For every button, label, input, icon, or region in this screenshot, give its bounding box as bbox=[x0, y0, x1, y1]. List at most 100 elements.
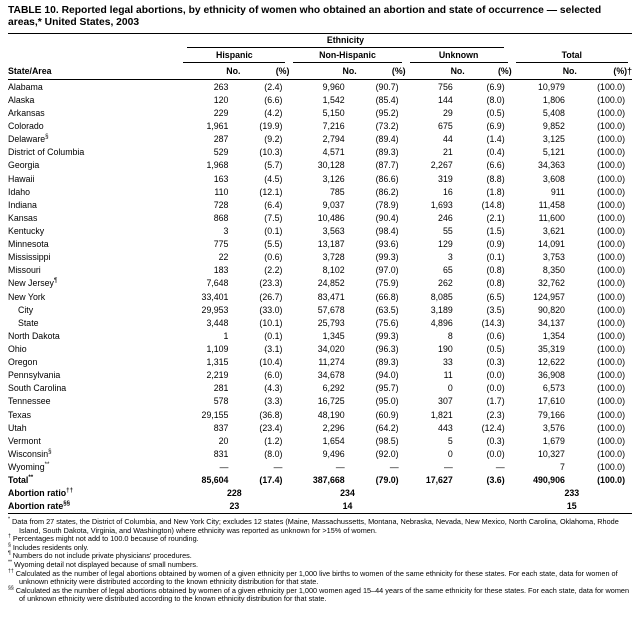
count-cell: 1,806 bbox=[542, 94, 565, 105]
state-area-label: Texas bbox=[8, 409, 31, 420]
table-row: District of Columbia 529 (10.3) 4,571 (89.3)… bbox=[8, 146, 632, 159]
percent-cell: (100.0) bbox=[597, 134, 625, 145]
percent-cell: (6.6) bbox=[264, 94, 283, 105]
footnote-marker: †† bbox=[8, 568, 14, 575]
summary-value-cell: 23 bbox=[229, 501, 240, 512]
count-cell: 1,961 bbox=[206, 121, 229, 132]
count-cell: — bbox=[443, 461, 453, 472]
footnote: * Data from 27 states, the District of C… bbox=[8, 517, 632, 535]
count-cell: 2,267 bbox=[430, 160, 453, 171]
table-header: Ethnicity Hispanic Non-Hispanic Unknown … bbox=[8, 34, 632, 81]
percent-cell: (87.7) bbox=[375, 160, 399, 171]
footnote: †† Calculated as the number of legal abo… bbox=[8, 568, 632, 587]
table-row: Abortion ratio†† 228 234 233 bbox=[8, 487, 632, 500]
percent-cell: (0.5) bbox=[486, 343, 505, 354]
count-cell: 21 bbox=[442, 147, 453, 158]
count-cell: 1 bbox=[223, 330, 229, 341]
count-cell: 9,960 bbox=[322, 81, 345, 92]
percent-cell: — bbox=[273, 461, 283, 472]
table-row: Georgia 1,968 (5.7) 30,128 (87.7) 2,267 (6.6) 3… bbox=[8, 159, 632, 172]
percent-cell: (1.8) bbox=[486, 186, 505, 197]
count-cell: 33,401 bbox=[201, 291, 229, 302]
count-cell: 124,957 bbox=[533, 291, 565, 302]
table-row: Missouri 183 (2.2) 8,102 (97.0) 65 (0.8) 8,350 (… bbox=[8, 264, 632, 277]
group-header-non-hispanic: Non-Hispanic bbox=[289, 49, 405, 64]
state-area-label: Abortion ratio†† bbox=[8, 487, 74, 499]
footnote-marker: §§ bbox=[63, 500, 71, 508]
percent-cell: (14.8) bbox=[481, 199, 505, 210]
percent-cell: (98.5) bbox=[375, 435, 399, 446]
summary-value-cell: 233 bbox=[564, 488, 580, 499]
percent-cell: (100.0) bbox=[597, 160, 625, 171]
state-area-label: Wisconsin§ bbox=[8, 447, 52, 459]
count-cell: 33 bbox=[442, 357, 453, 368]
count-cell: 29,155 bbox=[201, 409, 229, 420]
count-cell: 1,345 bbox=[322, 330, 345, 341]
percent-cell: (89.3) bbox=[375, 147, 399, 158]
count-cell: 831 bbox=[213, 448, 229, 459]
count-cell: 3,621 bbox=[542, 225, 565, 236]
table-row: Alabama 263 (2.4) 9,960 (90.7) 756 (6.9) 10,979… bbox=[8, 80, 632, 94]
count-cell: 3 bbox=[223, 225, 229, 236]
page-title: TABLE 10. Reported legal abortions, by e… bbox=[8, 5, 602, 29]
state-area-label: New York bbox=[8, 291, 46, 302]
count-cell: 55 bbox=[442, 225, 453, 236]
percent-cell: (4.5) bbox=[264, 173, 283, 184]
percent-cell: (100.0) bbox=[597, 409, 625, 420]
table-row: State 3,448 (10.1) 25,793 (75.6) 4,896 (14.3) 3… bbox=[8, 316, 632, 329]
count-cell: 837 bbox=[213, 422, 229, 433]
percent-cell: (90.7) bbox=[375, 81, 399, 92]
table-row: Ohio 1,109 (3.1) 34,020 (96.3) 190 (0.5) 35,319… bbox=[8, 342, 632, 355]
footnote-marker: ¶ bbox=[8, 550, 11, 557]
count-cell: 144 bbox=[438, 94, 453, 105]
count-cell: 490,906 bbox=[533, 475, 565, 486]
table-row: Delaware§ 287 (9.2) 2,794 (89.4) 44 (1.4) 3,125… bbox=[8, 133, 632, 146]
count-cell: 246 bbox=[438, 212, 453, 223]
count-cell: 20 bbox=[218, 435, 229, 446]
count-cell: 529 bbox=[213, 147, 229, 158]
percent-cell: (94.0) bbox=[375, 370, 399, 381]
count-cell: 578 bbox=[213, 396, 229, 407]
count-cell: 2,794 bbox=[322, 134, 345, 145]
count-cell: 0 bbox=[447, 448, 453, 459]
summary-value-cell bbox=[406, 500, 512, 514]
count-cell: 120 bbox=[213, 94, 229, 105]
footnote-text: Calculated as the number of legal aborti… bbox=[13, 585, 630, 604]
count-cell: 8 bbox=[447, 330, 453, 341]
table-row: Texas 29,155 (36.8) 48,190 (60.9) 1,821 (2.3) 7… bbox=[8, 408, 632, 421]
group-label: Total bbox=[515, 50, 628, 64]
count-cell: 387,668 bbox=[312, 475, 345, 486]
table-row: Alaska 120 (6.6) 1,542 (85.4) 144 (8.0) 1,806 (1… bbox=[8, 93, 632, 106]
percent-cell: (89.3) bbox=[375, 357, 399, 368]
count-cell: 281 bbox=[213, 383, 229, 394]
state-area-label: Kansas bbox=[8, 212, 38, 223]
group-header-unknown: Unknown bbox=[406, 49, 512, 64]
count-cell: 443 bbox=[438, 422, 453, 433]
state-area-label: Total** bbox=[8, 474, 34, 486]
col-header-pct: (%) bbox=[356, 64, 406, 81]
percent-cell: (100.0) bbox=[597, 317, 625, 328]
state-area-label: Abortion rate§§ bbox=[8, 500, 71, 512]
col-header-no: No. bbox=[179, 64, 241, 81]
footnote: § Includes residents only. bbox=[8, 543, 632, 553]
table-row: Oregon 1,315 (10.4) 11,274 (89.3) 33 (0.3) 12,6… bbox=[8, 356, 632, 369]
count-cell: 911 bbox=[550, 186, 565, 197]
count-cell: 1,679 bbox=[542, 435, 565, 446]
count-cell: 3 bbox=[447, 252, 453, 263]
percent-cell: (93.6) bbox=[375, 239, 399, 250]
percent-cell: (0.1) bbox=[264, 330, 283, 341]
count-cell: — bbox=[219, 461, 229, 472]
count-cell: 1,354 bbox=[542, 330, 565, 341]
count-cell: 756 bbox=[438, 81, 453, 92]
percent-cell: (100.0) bbox=[597, 343, 625, 354]
percent-cell: (36.8) bbox=[259, 409, 283, 420]
col-header-pct-total: (%)† bbox=[576, 64, 632, 81]
count-cell: 6,573 bbox=[542, 383, 565, 394]
table-row: Tennessee 578 (3.3) 16,725 (95.0) 307 (1.7) 17,… bbox=[8, 395, 632, 408]
percent-cell: (100.0) bbox=[597, 278, 625, 289]
count-cell: 1,542 bbox=[322, 94, 345, 105]
count-cell: 1,821 bbox=[430, 409, 453, 420]
state-area-label: Colorado bbox=[8, 121, 44, 132]
table-row: Hawaii 163 (4.5) 3,126 (86.6) 319 (8.8) 3,608 (1… bbox=[8, 172, 632, 185]
percent-cell: (66.8) bbox=[375, 291, 399, 302]
